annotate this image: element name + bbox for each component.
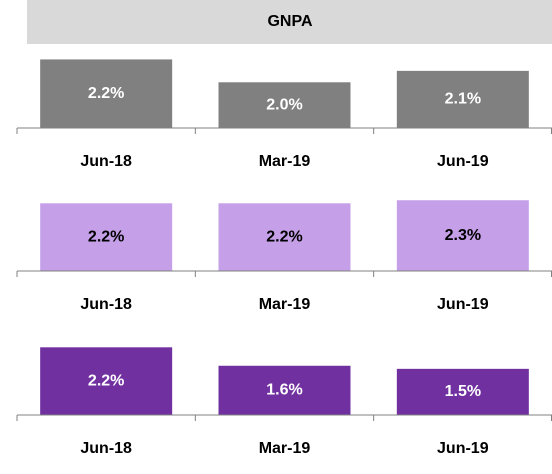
x-tick-label: Jun-19: [437, 296, 489, 313]
value-label: 2.2%: [88, 372, 124, 389]
bar: [40, 203, 173, 271]
bar: [396, 368, 529, 415]
value-label: 2.0%: [266, 96, 302, 113]
x-tick-label: Mar-19: [259, 296, 311, 313]
value-label: 1.5%: [445, 383, 481, 400]
value-label: 2.2%: [88, 228, 124, 245]
x-tick-label: Jun-19: [437, 153, 489, 170]
bar: [396, 200, 529, 271]
x-tick-label: Mar-19: [259, 440, 311, 457]
value-label: 2.3%: [445, 227, 481, 244]
bar: [218, 365, 351, 415]
x-tick-label: Jun-18: [80, 440, 132, 457]
x-tick-label: Jun-18: [80, 296, 132, 313]
x-tick-label: Jun-19: [437, 440, 489, 457]
value-label: 2.2%: [88, 85, 124, 102]
bar: [396, 70, 529, 128]
bar: [218, 82, 351, 128]
value-label: 1.6%: [266, 382, 302, 399]
x-tick-label: Mar-19: [259, 153, 311, 170]
header-title: GNPA: [267, 13, 312, 30]
value-label: 2.1%: [445, 91, 481, 108]
bar: [40, 59, 173, 128]
bar: [40, 347, 173, 415]
header-bar: [27, 0, 552, 44]
bar: [218, 203, 351, 271]
value-label: 2.2%: [266, 228, 302, 245]
x-tick-label: Jun-18: [80, 153, 132, 170]
